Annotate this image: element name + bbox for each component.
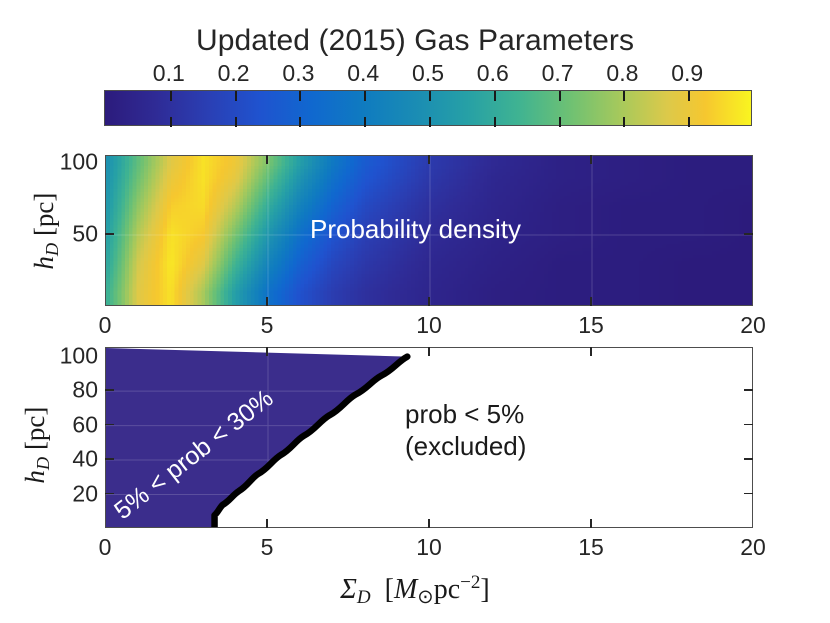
top-panel-xtick-label: 20 bbox=[740, 312, 766, 338]
top-panel-ytick bbox=[105, 233, 114, 235]
top-panel-xtick-label: 15 bbox=[578, 312, 604, 338]
colorbar-tick bbox=[169, 117, 172, 127]
excluded-line-2: (excluded) bbox=[405, 431, 527, 462]
bottom-panel-ytick-label: 80 bbox=[72, 376, 98, 403]
colorbar-tick bbox=[364, 91, 367, 101]
bottom-panel-xtick-bottom bbox=[590, 519, 592, 528]
bottom-panel-xtick-top bbox=[266, 347, 268, 356]
top-panel-xtick-label: 10 bbox=[416, 312, 442, 338]
colorbar-tick-label: 0.1 bbox=[152, 60, 185, 86]
top-panel-xtick-bottom bbox=[590, 297, 592, 306]
colorbar-tick bbox=[623, 91, 626, 101]
colorbar-tick-label: 0.2 bbox=[217, 60, 250, 86]
top-panel-xtick-bottom bbox=[266, 297, 268, 306]
colorbar-tick-label: 0.5 bbox=[412, 60, 444, 86]
exclusion-region-plot bbox=[106, 348, 752, 527]
colorbar-ticks bbox=[105, 91, 753, 127]
top-panel-probability-density bbox=[105, 155, 753, 306]
sigma-symbol: Σ bbox=[340, 573, 357, 605]
colorbar-tick bbox=[493, 91, 496, 101]
top-panel-ytick-label: 50 bbox=[72, 220, 98, 247]
top-panel-gridlines bbox=[106, 156, 752, 305]
colorbar-tick-label: 0.9 bbox=[671, 60, 704, 86]
bottom-panel-xtick-bottom bbox=[428, 519, 430, 528]
top-panel-xtick-top bbox=[428, 155, 430, 164]
colorbar-tick bbox=[688, 117, 691, 127]
bottom-panel-ytick-label: 40 bbox=[72, 445, 98, 472]
colorbar-tick bbox=[169, 91, 172, 101]
colorbar-gradient-fill bbox=[105, 91, 751, 125]
colorbar-tick-label: 0.7 bbox=[541, 60, 574, 86]
bottom-panel-xtick-top bbox=[590, 347, 592, 356]
colorbar-tick bbox=[558, 117, 561, 127]
bottom-panel-ytick bbox=[105, 458, 114, 460]
bottom-panel-ytick-label: 60 bbox=[72, 411, 98, 438]
top-panel-xtick-top bbox=[590, 155, 592, 164]
colorbar-tick bbox=[364, 117, 367, 127]
parsec-unit: pc bbox=[433, 573, 461, 605]
mass-symbol: M bbox=[393, 573, 418, 605]
xaxis-title: ΣD [M⊙pc−2] bbox=[0, 572, 830, 609]
colorbar-tick bbox=[493, 117, 496, 127]
bracket-close: ] bbox=[480, 573, 490, 605]
bottom-panel-xtick-label: 5 bbox=[260, 534, 274, 560]
bottom-panel-ytick bbox=[105, 492, 114, 495]
bottom-panel-ytick-right bbox=[744, 458, 753, 460]
bottom-panel-ytick-right bbox=[744, 492, 753, 495]
colorbar-tick bbox=[623, 117, 626, 127]
colorbar-tick bbox=[299, 117, 302, 127]
colorbar bbox=[104, 90, 753, 127]
probability-density-annotation: Probability density bbox=[310, 214, 521, 244]
figure-title: Updated (2015) Gas Parameters bbox=[195, 24, 635, 57]
sun-symbol: ⊙ bbox=[417, 586, 434, 608]
bottom-panel-xtick-label: 15 bbox=[578, 534, 604, 560]
colorbar-tick bbox=[234, 117, 237, 127]
probability-density-heatmap bbox=[106, 156, 752, 305]
colorbar-tick-label: 0.4 bbox=[347, 60, 380, 86]
colorbar-tick bbox=[558, 91, 561, 101]
top-panel-xtick-bottom bbox=[428, 297, 430, 306]
top-panel-xtick-label: 5 bbox=[260, 312, 274, 338]
bottom-panel-ytick-right bbox=[744, 389, 753, 391]
colorbar-tick bbox=[234, 91, 237, 101]
bottom-panel-ytick-right bbox=[744, 423, 753, 426]
colorbar-gradient bbox=[104, 90, 753, 127]
excluded-region-annotation: prob < 5% (excluded) bbox=[405, 398, 526, 462]
sigma-subscript: D bbox=[356, 587, 371, 609]
bottom-panel-ytick bbox=[105, 389, 114, 391]
colorbar-tick bbox=[688, 91, 691, 101]
top-panel-xtick-label: 0 bbox=[98, 312, 112, 338]
excluded-line-1: prob < 5% bbox=[405, 399, 525, 429]
parsec-exponent: −2 bbox=[460, 572, 481, 593]
top-panel-ytick-label: 100 bbox=[59, 148, 98, 175]
bottom-panel-exclusion bbox=[105, 347, 753, 528]
colorbar-tick-labels: 0.1 0.2 0.3 0.4 0.5 0.6 0.7 0.8 0.9 bbox=[104, 60, 752, 86]
colorbar-tick-label: 0.8 bbox=[606, 60, 639, 86]
colorbar-tick bbox=[429, 117, 431, 127]
bottom-panel-ytick-label: 20 bbox=[72, 480, 98, 507]
bottom-panel-xtick-label: 0 bbox=[98, 534, 112, 560]
top-panel-ytick-right bbox=[744, 233, 753, 235]
top-panel-xtick-top bbox=[266, 155, 268, 164]
bottom-panel-xtick-label: 20 bbox=[740, 534, 766, 560]
bottom-panel-xtick-label: 10 bbox=[416, 534, 442, 560]
colorbar-tick-label: 0.3 bbox=[282, 60, 315, 86]
bottom-panel-ytick-label: 100 bbox=[59, 342, 98, 369]
bottom-panel-ytick bbox=[105, 423, 114, 426]
bracket-open: [ bbox=[384, 573, 394, 605]
colorbar-tick-label: 0.6 bbox=[476, 60, 509, 86]
colorbar-tick bbox=[299, 91, 302, 101]
bottom-panel-xtick-bottom bbox=[266, 519, 268, 528]
bottom-panel-xtick-top bbox=[428, 347, 430, 356]
colorbar-tick bbox=[429, 91, 431, 101]
